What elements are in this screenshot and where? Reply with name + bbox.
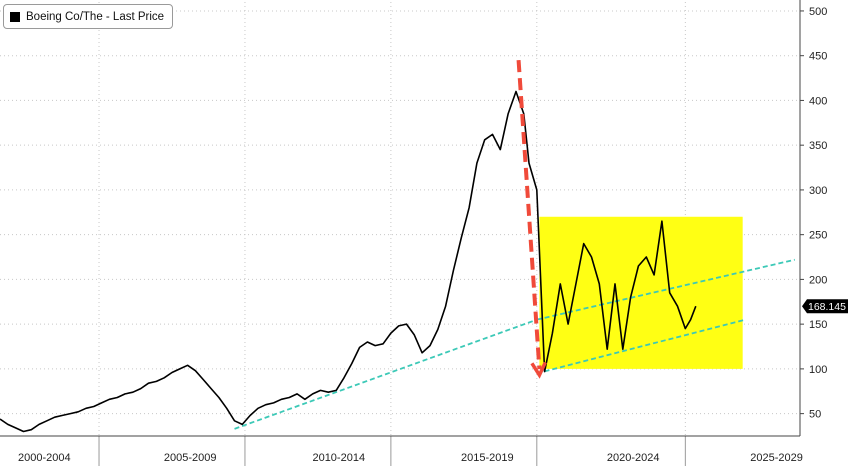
y-tick-label: 100	[809, 364, 827, 376]
highlight-box-layer	[539, 216, 743, 369]
y-tick-label: 150	[809, 319, 827, 331]
y-tick-label: 50	[809, 409, 821, 421]
legend: Boeing Co/The - Last Price	[3, 4, 174, 29]
y-tick-label: 500	[809, 6, 827, 18]
trend-line	[536, 318, 746, 375]
last-price-tag	[802, 299, 848, 314]
x-tick-label: 2000-2004	[18, 452, 71, 464]
y-tick-label: 350	[809, 140, 827, 152]
legend-swatch	[10, 11, 20, 22]
last-price-label: 168.145	[808, 301, 846, 313]
x-tick-label: 2015-2019	[461, 452, 514, 464]
drawdown-arrow	[516, 60, 547, 379]
arrow-head	[530, 361, 547, 379]
legend-label: Boeing Co/The - Last Price	[26, 10, 165, 23]
y-tick-label: 400	[809, 95, 827, 107]
grid	[0, 2, 800, 436]
price-line	[0, 90, 697, 433]
x-tick-label: 2020-2024	[607, 452, 660, 464]
trend-line	[536, 258, 795, 321]
y-tick-label: 250	[809, 230, 827, 242]
highlight-box	[539, 216, 743, 369]
y-tick-label: 200	[809, 274, 827, 286]
price-series	[0, 90, 697, 433]
arrow-shaft	[516, 60, 542, 370]
x-tick-label: 2010-2014	[312, 452, 365, 464]
trend-line	[234, 318, 538, 430]
x-tick-label: 2005-2009	[164, 452, 217, 464]
y-tick-label: 450	[809, 51, 827, 63]
y-tick-label: 300	[809, 185, 827, 197]
trend-lines	[234, 258, 795, 430]
x-tick-label: 2025-2029	[750, 452, 803, 464]
